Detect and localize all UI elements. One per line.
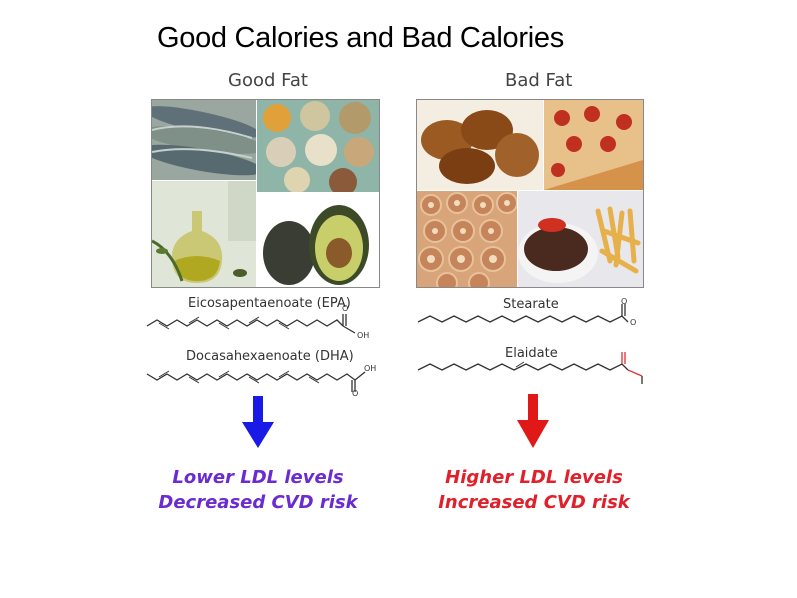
good-fat-outcome: Lower LDL levels Decreased CVD risk	[152, 465, 364, 515]
bad-fat-outcome: Higher LDL levels Increased CVD risk	[434, 465, 634, 515]
stearate-oxygen: O	[621, 297, 628, 306]
higher-ldl-text: Higher LDL levels	[445, 467, 623, 488]
dha-oxygen: O	[352, 389, 359, 398]
mackerel-fish-image	[152, 100, 256, 180]
burger-and-fries-image	[518, 191, 643, 287]
lower-ldl-text: Lower LDL levels	[172, 467, 344, 488]
donuts-image	[417, 191, 517, 287]
bad-fat-photo-collage	[416, 99, 644, 288]
elaidate-structure	[416, 350, 648, 390]
down-arrow-red-icon	[515, 394, 551, 450]
pepperoni-pizza-image	[544, 100, 643, 190]
bad-fat-heading: Bad Fat	[505, 70, 573, 91]
stearate-structure	[416, 300, 648, 340]
good-fat-heading: Good Fat	[228, 70, 308, 91]
down-arrow-blue-icon	[240, 396, 276, 450]
increased-cvd-text: Increased CVD risk	[438, 492, 630, 513]
epa-hydroxyl: OH	[357, 331, 370, 340]
epa-label: Eicosapentaenoate (EPA)	[188, 296, 351, 311]
dha-structure	[145, 358, 377, 400]
page-title: Good Calories and Bad Calories	[157, 22, 564, 54]
fried-chicken-image	[417, 100, 543, 190]
nuts-and-seeds-image	[257, 100, 379, 192]
epa-oxygen: O	[342, 304, 349, 313]
avocado-image	[257, 193, 379, 287]
epa-structure	[145, 306, 377, 346]
good-fat-photo-collage	[151, 99, 380, 288]
decreased-cvd-text: Decreased CVD risk	[158, 492, 358, 513]
olive-oil-image	[152, 181, 256, 287]
stearate-label: Stearate	[503, 297, 559, 312]
dha-label: Docasahexaenoate (DHA)	[186, 349, 354, 364]
elaidate-label: Elaidate	[505, 346, 558, 361]
stearate-oxygen-minus: O	[630, 318, 637, 327]
dha-hydroxyl: OH	[364, 364, 377, 373]
